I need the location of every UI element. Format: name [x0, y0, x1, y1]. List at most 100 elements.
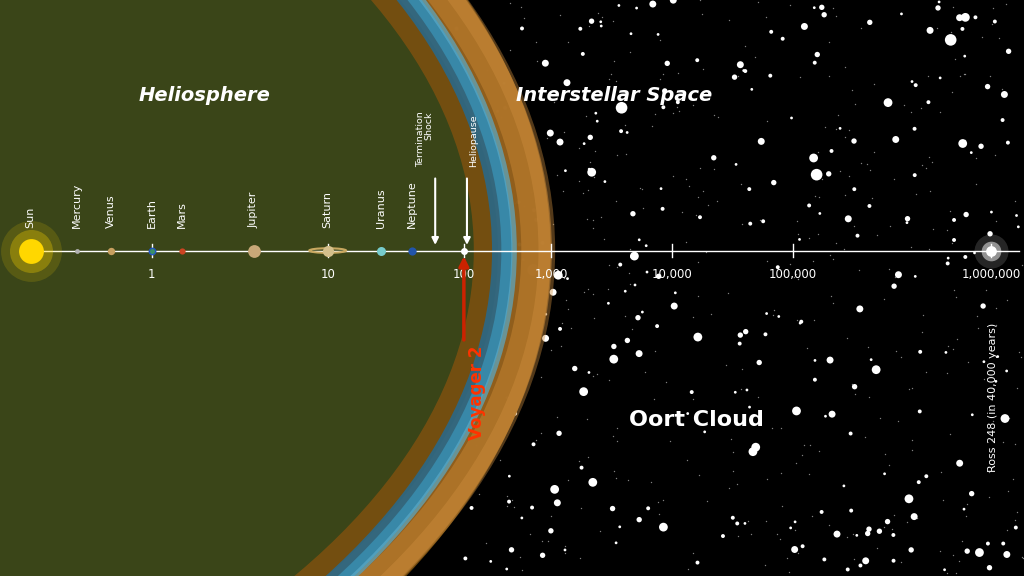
Point	[810, 229, 826, 238]
Point	[759, 116, 775, 126]
Point	[472, 415, 488, 425]
Point	[816, 122, 833, 131]
Point	[957, 210, 974, 219]
Point	[773, 468, 790, 477]
Point	[498, 423, 514, 432]
Point	[955, 70, 972, 79]
Point	[790, 274, 806, 283]
Point	[586, 313, 602, 322]
Point	[743, 85, 760, 94]
Point	[983, 246, 999, 255]
Point	[1007, 516, 1023, 525]
Point	[645, 0, 662, 9]
Point	[774, 501, 791, 510]
Point	[593, 213, 609, 222]
Point	[514, 566, 530, 575]
Text: Neptune: Neptune	[407, 180, 417, 228]
Point	[578, 112, 594, 121]
Point	[143, 246, 160, 255]
Point	[463, 71, 479, 80]
Point	[806, 3, 822, 12]
Point	[964, 148, 980, 157]
Point	[514, 24, 530, 33]
Point	[517, 337, 534, 346]
Point	[750, 393, 766, 402]
Point	[580, 284, 596, 293]
Point	[593, 21, 609, 31]
Point	[524, 503, 541, 512]
Point	[737, 41, 754, 50]
Point	[792, 319, 808, 328]
Point	[696, 427, 713, 437]
Point	[501, 497, 517, 506]
Point	[557, 541, 573, 551]
Point	[819, 357, 836, 366]
Point	[69, 246, 85, 255]
Point	[706, 164, 722, 173]
Point	[570, 456, 587, 465]
Point	[899, 517, 915, 526]
Point	[759, 309, 775, 318]
Point	[978, 285, 994, 294]
Point	[913, 160, 930, 169]
Text: Mercury: Mercury	[72, 182, 82, 228]
Point	[700, 200, 717, 210]
Point	[954, 24, 971, 33]
Point	[801, 201, 817, 210]
Point	[801, 233, 817, 242]
Point	[866, 147, 883, 157]
Point	[857, 432, 873, 441]
Point	[610, 1, 627, 10]
Point	[759, 475, 775, 484]
Point	[828, 529, 845, 539]
Point	[616, 311, 633, 320]
Point	[996, 90, 1013, 99]
Text: Heliosphere: Heliosphere	[139, 86, 270, 104]
Point	[608, 538, 625, 547]
Point	[989, 352, 1006, 361]
Point	[967, 248, 983, 257]
Point	[570, 176, 587, 185]
Point	[510, 198, 526, 207]
Point	[802, 440, 818, 449]
Point	[460, 104, 476, 113]
Point	[706, 111, 722, 120]
Point	[759, 256, 775, 266]
Point	[555, 127, 571, 137]
Point	[629, 3, 645, 13]
Point	[710, 112, 726, 121]
Point	[730, 71, 746, 81]
Point	[515, 255, 531, 264]
Point	[780, 567, 797, 576]
Point	[659, 59, 676, 68]
Point	[734, 365, 751, 374]
Point	[581, 165, 597, 174]
Point	[546, 97, 562, 107]
Point	[23, 246, 39, 255]
Point	[721, 16, 737, 25]
Point	[496, 79, 512, 88]
Point	[494, 170, 510, 180]
Point	[806, 316, 822, 325]
Point	[829, 110, 846, 119]
Point	[475, 369, 492, 378]
Point	[609, 263, 626, 272]
Point	[939, 569, 955, 576]
Point	[493, 455, 509, 464]
Point	[650, 30, 667, 39]
Point	[573, 504, 590, 513]
Point	[655, 522, 672, 532]
Point	[623, 48, 639, 57]
Point	[550, 271, 566, 280]
Point	[796, 441, 812, 450]
Text: 1,000,000: 1,000,000	[962, 268, 1021, 281]
Point	[473, 429, 489, 438]
Point	[725, 467, 741, 476]
Text: Mars: Mars	[177, 200, 187, 228]
Point	[649, 321, 666, 331]
Point	[604, 504, 621, 513]
Point	[527, 435, 544, 444]
Point	[585, 478, 601, 487]
Point	[933, 467, 949, 476]
Point	[787, 458, 804, 468]
